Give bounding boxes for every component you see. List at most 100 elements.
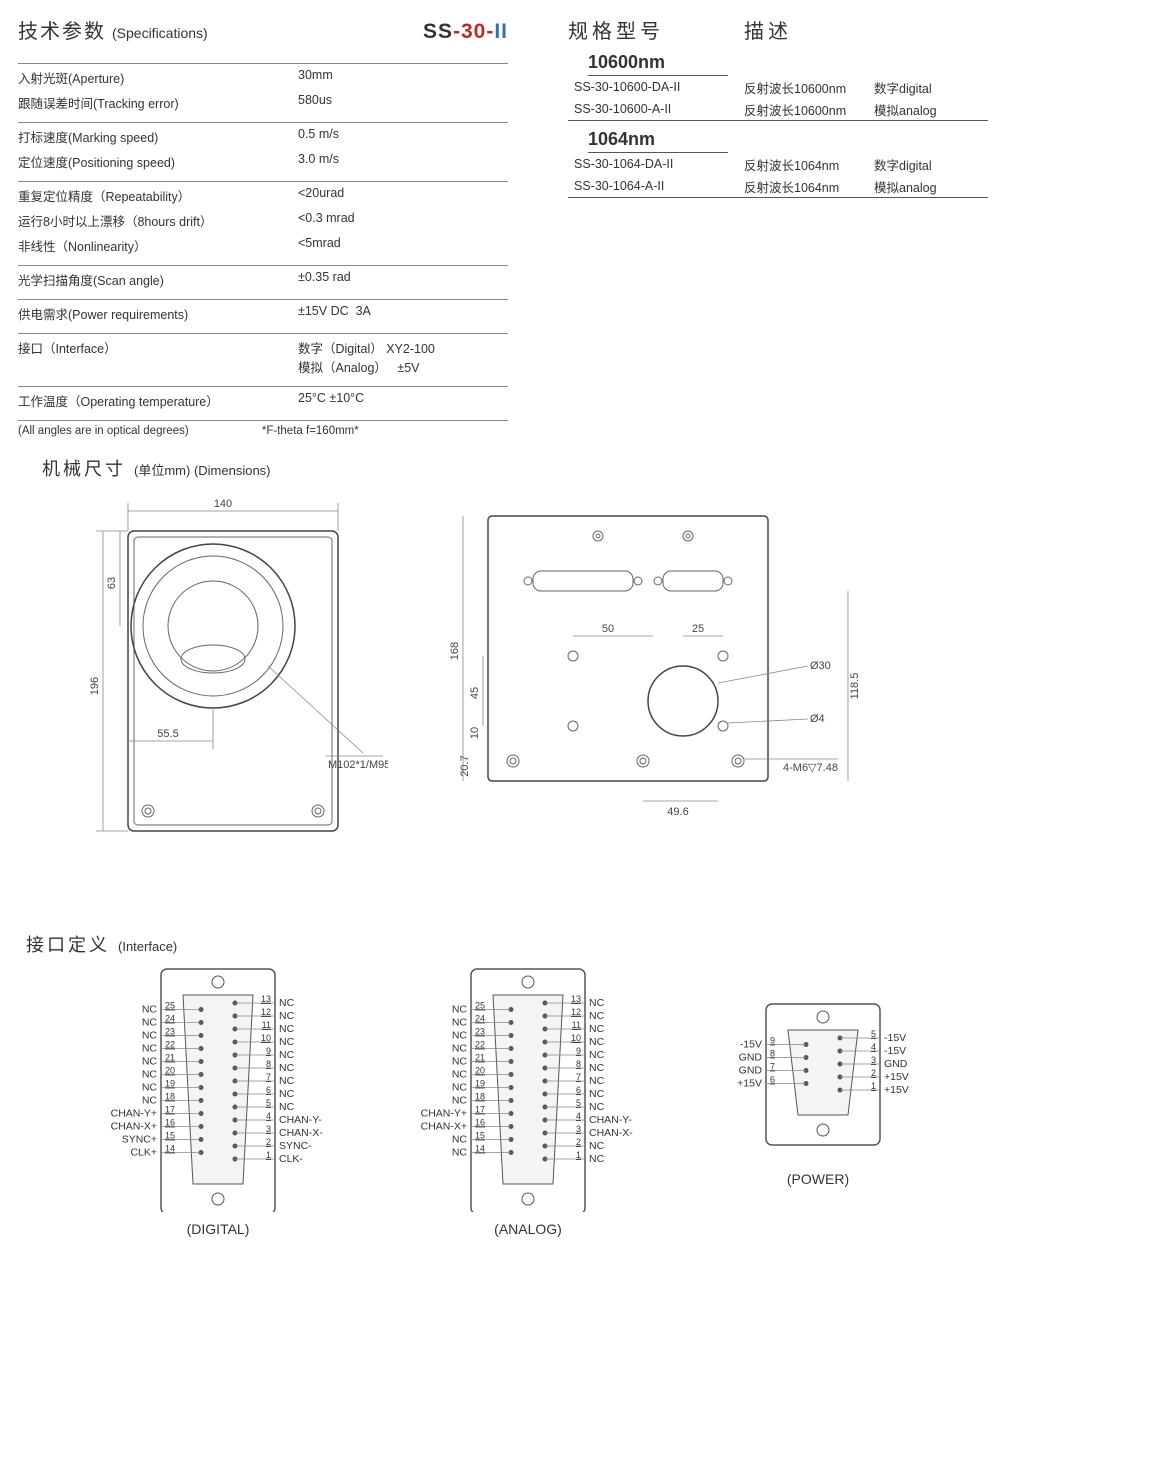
iface-title-en: (Interface) — [118, 939, 177, 954]
svg-text:21: 21 — [475, 1053, 485, 1063]
dim-o30: Ø30 — [810, 660, 831, 672]
dim-4960: 49.6 — [667, 806, 688, 818]
dim-o4: Ø4 — [810, 713, 825, 725]
svg-text:8: 8 — [770, 1049, 775, 1059]
svg-text:6: 6 — [576, 1085, 581, 1095]
svg-text:4: 4 — [266, 1111, 271, 1121]
pin-label: NC — [279, 1036, 295, 1048]
analog-label: (ANALOG) — [408, 1221, 648, 1237]
pin-label: NC — [589, 1075, 605, 1087]
desc-header: 描述 — [744, 15, 792, 44]
front-view-drawing: 140 196 63 55.5 M102*1/M95*1 — [68, 491, 388, 891]
svg-text:17: 17 — [475, 1105, 485, 1115]
pin-label: NC — [452, 1069, 468, 1081]
pin-label: CLK+ — [130, 1147, 157, 1159]
pin-label: SYNC- — [279, 1140, 312, 1152]
svg-text:3: 3 — [266, 1124, 271, 1134]
svg-text:10: 10 — [261, 1033, 271, 1043]
svg-text:2: 2 — [576, 1137, 581, 1147]
pin-label: NC — [142, 1069, 158, 1081]
foot-note: 4-M6▽7.48 — [783, 762, 838, 774]
pin-label: NC — [279, 1049, 295, 1061]
dimensions-title: 机械尺寸 (单位mm) (Dimensions) — [42, 455, 1136, 481]
svg-text:9: 9 — [576, 1046, 581, 1056]
svg-text:10: 10 — [571, 1033, 581, 1043]
digital-label: (DIGITAL) — [98, 1221, 338, 1237]
svg-text:13: 13 — [261, 994, 271, 1004]
model-type: 模拟analog — [874, 175, 988, 198]
spec-label: 供电需求(Power requirements) — [18, 300, 298, 327]
model-mid: -30- — [453, 20, 494, 43]
svg-text:7: 7 — [770, 1062, 775, 1072]
svg-text:19: 19 — [165, 1079, 175, 1089]
pin-label: NC — [279, 1075, 295, 1087]
spec-value: <5mrad — [298, 233, 508, 258]
pin-label: NC — [452, 1082, 468, 1094]
svg-text:23: 23 — [475, 1027, 485, 1037]
model-header: 规格型号 — [568, 15, 664, 44]
svg-text:14: 14 — [475, 1144, 485, 1154]
model-code: SS-30-10600-DA-II — [568, 76, 744, 98]
model-code: SS-30-1064-A-II — [568, 175, 744, 198]
digital-connector: 25NC24NC23NC22NC21NC20NC19NC18NC17CHAN-Y… — [98, 967, 338, 1237]
spec-label: 定位速度(Positioning speed) — [18, 149, 298, 174]
spec-value: 30mm — [298, 64, 508, 91]
model-column: 规格型号 描述 10600nmSS-30-10600-DA-II反射波长1060… — [568, 15, 988, 437]
spec-value: 25°C ±10°C — [298, 387, 508, 414]
spec-value: 0.5 m/s — [298, 123, 508, 150]
pin-label: NC — [589, 1023, 605, 1035]
model-wave: 反射波长10600nm — [744, 98, 874, 121]
drawings-row: 140 196 63 55.5 M102*1/M95*1 — [68, 491, 1136, 891]
spec-label: 运行8小时以上漂移（8hours drift） — [18, 208, 298, 233]
svg-text:9: 9 — [266, 1046, 271, 1056]
pin-label: NC — [589, 1140, 605, 1152]
model-table: SS-30-1064-DA-II反射波长1064nm数字digitalSS-30… — [568, 153, 988, 198]
model-group-title: 1064nm — [588, 129, 728, 153]
spec-label: 入射光斑(Aperture) — [18, 64, 298, 91]
connectors-row: 25NC24NC23NC22NC21NC20NC19NC18NC17CHAN-Y… — [98, 967, 1136, 1237]
svg-text:7: 7 — [576, 1072, 581, 1082]
interface-title: 接口定义 (Interface) — [26, 931, 1136, 957]
all-angles-text: (All angles are in optical degrees) — [18, 425, 189, 437]
pin-label: NC — [279, 1088, 295, 1100]
pin-label: NC — [589, 1088, 605, 1100]
pin-label: NC — [452, 1134, 468, 1146]
svg-text:3: 3 — [871, 1055, 876, 1065]
pin-label: NC — [589, 1101, 605, 1113]
spec-title-cn: 技术参数 — [18, 15, 106, 44]
pin-label: GND — [884, 1058, 908, 1070]
ftheta-text: *F-theta f=160mm* — [262, 425, 359, 437]
pin-label: CHAN-Y- — [589, 1114, 632, 1126]
pin-label: NC — [279, 1010, 295, 1022]
spec-table: 入射光斑(Aperture)30mm跟随误差时间(Tracking error)… — [18, 56, 508, 421]
pin-label: NC — [279, 1101, 295, 1113]
svg-text:1: 1 — [266, 1150, 271, 1160]
dim-140: 140 — [214, 498, 232, 510]
pin-label: GND — [739, 1065, 763, 1077]
model-title: SS-30-II — [423, 20, 508, 44]
svg-text:17: 17 — [165, 1105, 175, 1115]
pin-label: NC — [279, 997, 295, 1009]
spec-value: ±15V DC 3A — [298, 300, 508, 327]
dim-196: 196 — [89, 677, 101, 695]
svg-text:20: 20 — [475, 1066, 485, 1076]
spec-label: 工作温度（Operating temperature） — [18, 387, 298, 414]
model-wave: 反射波长1064nm — [744, 153, 874, 175]
pin-label: +15V — [884, 1084, 909, 1096]
spec-label: 跟随误差时间(Tracking error) — [18, 90, 298, 115]
dim-63: 63 — [106, 577, 118, 589]
pin-label: +15V — [737, 1078, 762, 1090]
svg-text:25: 25 — [165, 1001, 175, 1011]
spec-label: 光学扫描角度(Scan angle) — [18, 266, 298, 293]
dim-55: 55.5 — [157, 728, 178, 740]
pin-label: NC — [452, 1095, 468, 1107]
svg-text:4: 4 — [576, 1111, 581, 1121]
svg-text:11: 11 — [262, 1020, 271, 1030]
pin-label: NC — [142, 1056, 158, 1068]
svg-text:9: 9 — [770, 1036, 775, 1046]
svg-text:16: 16 — [475, 1118, 485, 1128]
pin-label: CHAN-X+ — [421, 1121, 467, 1133]
svg-text:2: 2 — [266, 1137, 271, 1147]
svg-text:22: 22 — [475, 1040, 485, 1050]
pin-label: NC — [589, 997, 605, 1009]
